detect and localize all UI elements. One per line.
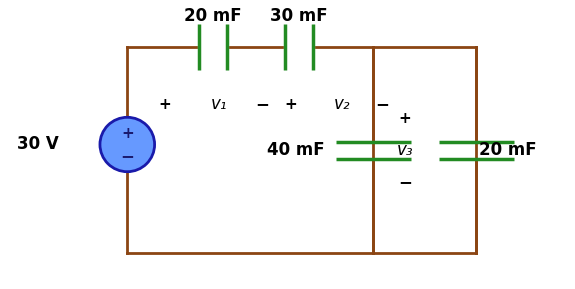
Text: −: − (398, 173, 412, 191)
Text: v₃: v₃ (397, 141, 413, 159)
Text: +: + (121, 125, 133, 140)
Text: +: + (284, 97, 297, 112)
Text: 20 mF: 20 mF (479, 141, 537, 159)
Text: 30 mF: 30 mF (270, 7, 328, 25)
Text: 40 mF: 40 mF (267, 141, 325, 159)
Text: v₂: v₂ (334, 95, 350, 113)
Ellipse shape (100, 117, 155, 172)
Text: v₁: v₁ (210, 95, 227, 113)
Text: 30 V: 30 V (17, 136, 59, 153)
Text: −: − (375, 95, 389, 113)
Text: −: − (120, 147, 134, 165)
Text: +: + (158, 97, 171, 112)
Text: −: − (255, 95, 269, 113)
Text: +: + (398, 111, 411, 126)
Text: 20 mF: 20 mF (185, 7, 242, 25)
